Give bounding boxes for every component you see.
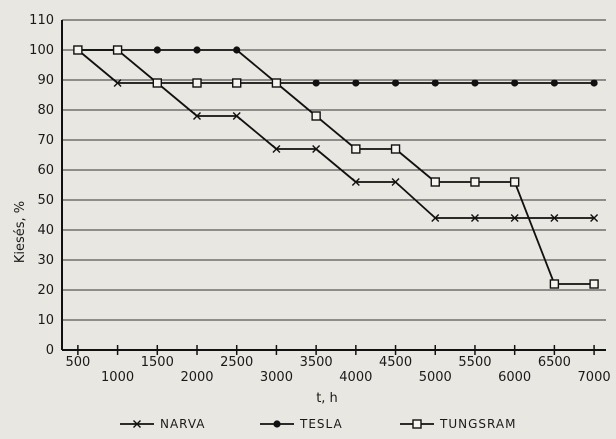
legend-marker	[273, 420, 281, 428]
marker-stroke	[133, 420, 141, 428]
x-tick-label: 1500	[141, 355, 174, 370]
y-tick-label: 50	[37, 193, 54, 208]
data-point-narva	[272, 145, 281, 153]
legend-label: TUNGSRAM	[439, 417, 516, 431]
marker-stroke	[470, 214, 479, 222]
x-tick-label: 5000	[419, 370, 452, 385]
x-tick-label: 500	[65, 355, 90, 370]
data-point-tungsram	[152, 78, 162, 88]
data-point-tesla	[590, 79, 598, 87]
x-tick-label: 6000	[498, 370, 531, 385]
data-point-tungsram	[430, 177, 440, 187]
legend-label: TESLA	[299, 417, 343, 431]
data-point-tungsram	[470, 177, 480, 187]
legend-item-tesla: TESLA	[260, 417, 343, 431]
data-point-tungsram	[112, 45, 123, 55]
y-tick-label: 100	[29, 43, 54, 58]
data-point-tesla	[233, 46, 241, 54]
data-point-tungsram	[192, 78, 202, 88]
marker-stroke	[272, 145, 281, 153]
marker-stroke	[351, 178, 360, 186]
x-tick-label: 5500	[458, 355, 491, 370]
data-point-tungsram	[390, 144, 401, 154]
data-point-narva	[510, 214, 519, 222]
y-tick-labels: 0 10 20 30 40 50 60 70 80 90 100 110	[29, 13, 54, 358]
data-point-tungsram	[549, 279, 560, 289]
data-point-tungsram	[232, 78, 242, 88]
x-tick-label: 1000	[101, 370, 134, 385]
data-point-tesla	[193, 46, 201, 54]
data-point-tesla	[153, 46, 161, 54]
marker-stroke	[590, 214, 599, 222]
data-point-tesla	[431, 79, 439, 87]
x-tick-labels: 500 1500 2500 3500 4500 5500 6500 1000 2000 3000 4…	[65, 355, 610, 385]
data-point-tesla	[511, 79, 519, 87]
data-point-tungsram	[73, 45, 83, 55]
data-point-tesla	[391, 79, 400, 87]
x-tick-label: 7000	[578, 370, 611, 385]
marker-stroke	[232, 112, 241, 120]
data-point-tesla	[550, 79, 558, 87]
data-point-narva	[391, 178, 400, 186]
data-point-narva	[550, 214, 559, 222]
x-tick-label: 3500	[300, 355, 333, 370]
data-point-tungsram	[271, 78, 282, 88]
y-tick-label: 80	[37, 103, 54, 118]
marker-stroke	[391, 178, 400, 186]
y-tick-label: 0	[46, 343, 54, 358]
marker-stroke	[312, 145, 321, 153]
legend-marker	[133, 420, 141, 428]
data-point-tungsram	[509, 177, 520, 187]
data-point-tesla	[352, 79, 360, 87]
y-tick-label: 90	[37, 73, 54, 88]
x-tick-label: 4500	[379, 355, 412, 370]
marker-stroke	[193, 112, 202, 120]
data-point-narva	[193, 112, 202, 120]
marker-stroke	[510, 214, 519, 222]
x-axis-label: t, h	[316, 391, 338, 406]
series-lines	[77, 49, 595, 285]
x-tick-label: 2000	[180, 370, 213, 385]
x-tick-label: 4000	[339, 370, 372, 385]
data-point-tesla	[471, 79, 479, 87]
marker-stroke	[550, 214, 559, 222]
y-axis-label: Kiesés, %	[13, 201, 28, 263]
series-line-tungsram	[77, 49, 595, 285]
legend-item-narva: NARVA	[120, 417, 206, 431]
series-line-narva	[77, 49, 595, 219]
x-tick-label: 3000	[260, 370, 293, 385]
data-point-narva	[312, 145, 321, 153]
series-line-tesla	[77, 49, 595, 84]
data-point-tungsram	[351, 144, 361, 154]
y-tick-label: 110	[29, 13, 54, 28]
x-tick-label: 2500	[220, 355, 253, 370]
marker-stroke	[431, 214, 440, 222]
data-point-narva	[232, 112, 241, 120]
legend-label: NARVA	[160, 417, 206, 431]
y-tick-label: 30	[37, 253, 54, 268]
data-point-narva	[431, 214, 440, 222]
y-tick-label: 20	[37, 283, 54, 298]
data-point-tesla	[312, 79, 320, 87]
y-tick-label: 10	[37, 313, 54, 328]
data-point-tungsram	[311, 111, 321, 121]
data-point-tungsram	[589, 279, 599, 289]
data-point-narva	[590, 214, 599, 222]
gridlines	[62, 19, 606, 321]
x-tick-label: 6500	[538, 355, 571, 370]
data-point-narva	[351, 178, 360, 186]
y-tick-label: 40	[37, 223, 54, 238]
data-point-narva	[470, 214, 479, 222]
series-markers	[73, 45, 599, 289]
legend-item-tungsram: TUNGSRAM	[400, 417, 516, 431]
data-point-narva	[113, 79, 122, 87]
marker-stroke	[113, 79, 122, 87]
axes	[61, 20, 606, 355]
legend-marker	[412, 419, 422, 429]
y-tick-label: 60	[37, 163, 54, 178]
y-tick-label: 70	[37, 133, 54, 148]
legend: NARVA TESLA TUNGSRAM	[120, 417, 516, 431]
